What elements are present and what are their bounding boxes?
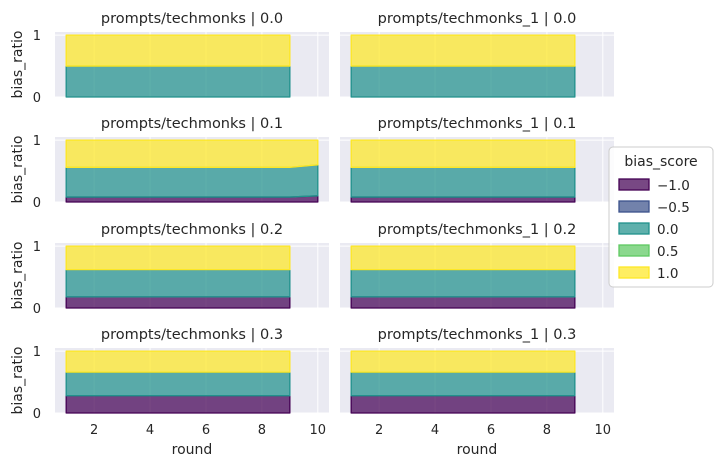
- legend-label: −0.5: [657, 200, 690, 216]
- x-tick-label: 4: [146, 423, 154, 438]
- area-band-0.0: [66, 66, 290, 97]
- panel-title: prompts/techmonks_1 | 0.3: [378, 327, 577, 343]
- panel-8: prompts/techmonks_1 | 0.3 2 4 6 8 10 round: [340, 327, 614, 458]
- legend-swatch: [619, 201, 649, 212]
- legend-swatch: [619, 267, 649, 278]
- legend-title: bias_score: [624, 154, 697, 170]
- area-band-0.0: [66, 270, 290, 297]
- y-tick-label: 0: [33, 407, 41, 422]
- area-band-0.0: [66, 372, 290, 396]
- area-band-1.0: [66, 351, 290, 372]
- x-axis-label: round: [172, 442, 213, 458]
- x-tick-label: 2: [375, 423, 383, 438]
- area-band-0.0: [351, 167, 575, 197]
- area-band-−1.0: [66, 297, 290, 308]
- x-axis-label: round: [457, 442, 498, 458]
- x-tick-label: 8: [258, 423, 266, 438]
- y-tick-label: 1: [33, 134, 41, 149]
- y-axis-label: bias_ratio: [10, 347, 26, 415]
- legend-swatch: [619, 179, 649, 190]
- area-band-1.0: [66, 140, 318, 167]
- legend-swatch: [619, 245, 649, 256]
- panel-title: prompts/techmonks | 0.2: [101, 222, 283, 238]
- y-tick-label: 0: [33, 196, 41, 211]
- panel-title: prompts/techmonks_1 | 0.2: [378, 222, 577, 238]
- legend-label: 0.5: [657, 244, 678, 260]
- area-band-0.0: [351, 270, 575, 297]
- area-band-−1.0: [351, 396, 575, 413]
- area-band-−1.0: [351, 297, 575, 308]
- area-band-1.0: [351, 35, 575, 66]
- legend-label: −1.0: [657, 178, 690, 194]
- panel-title: prompts/techmonks | 0.1: [101, 116, 283, 132]
- x-tick-label: 6: [202, 423, 210, 438]
- x-tick-label: 6: [487, 423, 495, 438]
- area-band-1.0: [66, 35, 290, 66]
- panel-1: prompts/techmonks | 0.0 0 1 bias_ratio: [10, 11, 329, 106]
- legend: bias_score −1.0 −0.5 0.0 0.5 1.0: [609, 147, 713, 287]
- y-tick-label: 1: [33, 29, 41, 44]
- panel-title: prompts/techmonks_1 | 0.1: [378, 116, 577, 132]
- area-band-−1.0: [66, 396, 290, 413]
- y-axis-label: bias_ratio: [10, 242, 26, 310]
- area-band-0.0: [66, 165, 318, 197]
- panel-2: prompts/techmonks_1 | 0.0: [340, 11, 614, 97]
- panel-title: prompts/techmonks_1 | 0.0: [378, 11, 577, 27]
- panel-7: prompts/techmonks | 0.3 0 1 bias_ratio 2 4 6 8 1…: [10, 327, 329, 458]
- y-tick-label: 0: [33, 91, 41, 106]
- y-tick-label: 0: [33, 302, 41, 317]
- x-tick-label: 2: [90, 423, 98, 438]
- x-tick-label: 8: [543, 423, 551, 438]
- y-tick-label: 1: [33, 345, 41, 360]
- area-band-0.0: [351, 66, 575, 97]
- legend-label: 0.0: [657, 222, 678, 238]
- panel-title: prompts/techmonks | 0.3: [101, 327, 283, 343]
- y-tick-label: 1: [33, 240, 41, 255]
- panel-6: prompts/techmonks_1 | 0.2: [340, 222, 614, 308]
- area-band-−1.0: [351, 197, 575, 202]
- area-band-1.0: [351, 140, 575, 167]
- area-band-1.0: [66, 246, 290, 270]
- legend-label: 1.0: [657, 266, 678, 282]
- legend-swatch: [619, 223, 649, 234]
- area-band-1.0: [351, 246, 575, 270]
- x-tick-label: 10: [310, 423, 327, 438]
- x-tick-label: 4: [431, 423, 439, 438]
- panel-4: prompts/techmonks_1 | 0.1: [340, 116, 614, 202]
- y-axis-label: bias_ratio: [10, 136, 26, 204]
- area-band-1.0: [351, 351, 575, 372]
- area-band-0.0: [351, 372, 575, 396]
- x-tick-label: 10: [595, 423, 612, 438]
- panel-5: prompts/techmonks | 0.2 0 1 bias_ratio: [10, 222, 329, 317]
- panel-title: prompts/techmonks | 0.0: [101, 11, 283, 27]
- panels: prompts/techmonks | 0.001bias_ratiopromp…: [10, 11, 614, 458]
- panel-3: prompts/techmonks | 0.1 0 1 bias_ratio: [10, 116, 329, 211]
- y-axis-label: bias_ratio: [10, 31, 26, 99]
